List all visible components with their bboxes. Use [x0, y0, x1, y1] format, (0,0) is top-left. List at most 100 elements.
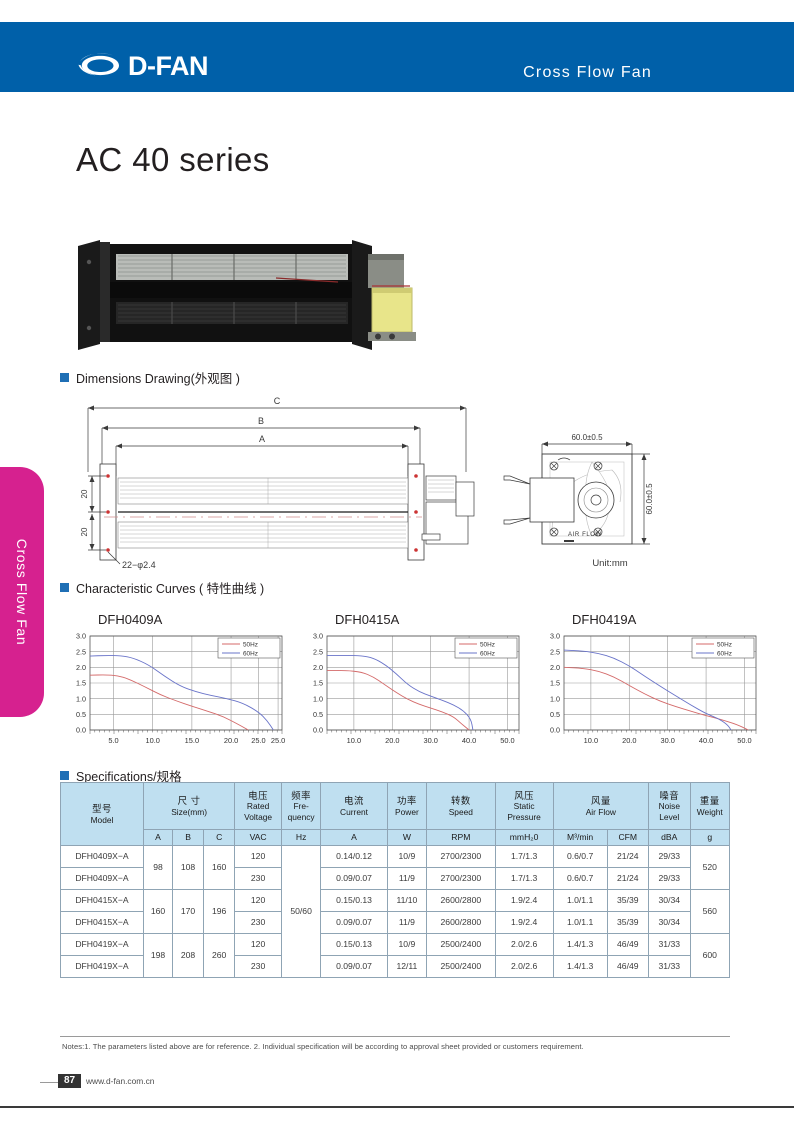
- svg-text:50.0: 50.0: [500, 736, 514, 745]
- svg-text:20.0: 20.0: [622, 736, 636, 745]
- cell-power: 12/11: [386, 955, 428, 978]
- th-power: 功率 Power: [386, 782, 428, 830]
- cell-power: 11/10: [386, 889, 428, 912]
- cell-speed: 2700/2300: [426, 845, 496, 868]
- notes-divider: [60, 1036, 730, 1037]
- th-unit-c: C: [203, 829, 236, 846]
- cell-power: 11/9: [386, 867, 428, 890]
- cell-air-flow-cfm: 35/39: [606, 889, 650, 912]
- table-row: DFH0419X−A 230 0.09/0.07 12/11 2500/2400 2.0/…: [60, 955, 730, 978]
- cell-static-pressure: 1.9/2.4: [494, 911, 554, 934]
- svg-text:5.0: 5.0: [108, 736, 118, 745]
- cell-power: 11/9: [386, 911, 428, 934]
- section-heading-label: Specifications/规格: [76, 770, 182, 784]
- svg-text:2.0: 2.0: [76, 663, 86, 672]
- svg-text:50Hz: 50Hz: [243, 641, 258, 648]
- svg-text:30.0: 30.0: [423, 736, 437, 745]
- section-heading-label: Characteristic Curves ( 特性曲线 ): [76, 582, 265, 596]
- cell-air-flow-cfm: 46/49: [606, 933, 650, 956]
- cell-current: 0.15/0.13: [320, 933, 388, 956]
- cell-air-flow-cfm: 21/24: [606, 867, 650, 890]
- cell-model: DFH0419X−A: [60, 933, 144, 956]
- svg-text:40.0: 40.0: [462, 736, 476, 745]
- cell-power: 10/9: [386, 845, 428, 868]
- th-unit-power: W: [386, 829, 428, 846]
- svg-text:1.0: 1.0: [550, 694, 560, 703]
- cell-current: 0.09/0.07: [320, 867, 388, 890]
- section-heading-dimensions: Dimensions Drawing(外观图 ): [60, 368, 240, 387]
- chart-title: DFH0409A: [98, 612, 163, 627]
- cell-size-c: 196: [203, 889, 236, 934]
- th-size: 尺 寸 Size(mm): [142, 782, 236, 830]
- chart-title: DFH0415A: [335, 612, 400, 627]
- th-unit-air-flow-m3: M³/min: [552, 829, 608, 846]
- th-model: 型号 Model: [60, 782, 144, 846]
- svg-text:1.0: 1.0: [313, 694, 323, 703]
- cell-air-flow-m3: 1.4/1.3: [552, 955, 608, 978]
- series-50Hz: [89, 674, 249, 731]
- th-current: 电流 Current: [320, 782, 388, 830]
- svg-text:60Hz: 60Hz: [717, 650, 732, 657]
- cell-weight: 600: [689, 933, 731, 978]
- cell-air-flow-m3: 1.0/1.1: [552, 911, 608, 934]
- table-row: DFH0409X−A 230 0.09/0.07 11/9 2700/2300 1.7/1…: [60, 867, 730, 890]
- cell-size-b: 170: [171, 889, 205, 934]
- section-bullet-icon: [60, 373, 69, 382]
- cell-speed: 2700/2300: [426, 867, 496, 890]
- svg-text:50Hz: 50Hz: [717, 641, 732, 648]
- dim-label-a: A: [259, 434, 265, 444]
- svg-text:0.5: 0.5: [313, 710, 323, 719]
- website-url[interactable]: www.d-fan.com.cn: [86, 1076, 155, 1086]
- cell-size-b: 208: [171, 933, 205, 978]
- svg-text:0.0: 0.0: [313, 726, 323, 735]
- cell-model: DFH0409X−A: [60, 867, 144, 890]
- svg-text:50.0: 50.0: [737, 736, 751, 745]
- svg-text:10.0: 10.0: [145, 736, 159, 745]
- section-bullet-icon: [60, 583, 69, 592]
- svg-text:60Hz: 60Hz: [243, 650, 258, 657]
- cell-current: 0.09/0.07: [320, 911, 388, 934]
- th-unit-static-pressure: mmH₂0: [494, 829, 554, 846]
- th-frequency: 频率 Fre- quency: [280, 782, 322, 830]
- svg-text:60Hz: 60Hz: [480, 650, 495, 657]
- table-row: DFH0419X−A 198 208 260 120 0.15/0.13 10/9 2500/…: [60, 933, 731, 978]
- th-unit-noise: dBA: [648, 829, 691, 846]
- chart-dfh0415a: DFH0415A 0.0 0.5 1.0 1.5 2.0 2.5 3.0 10.0 20.0 30…: [297, 612, 527, 760]
- cell-noise: 29/33: [648, 867, 691, 890]
- table-header-row-units: A B C VAC Hz A W RPM mmH₂0 M³/min CFM dB…: [61, 829, 731, 846]
- characteristic-charts: DFH0409A 0.0 0.5 1.0 1.5 2.0 2.5 3.0 5.0 10.0 15.…: [60, 612, 760, 760]
- th-unit-speed: RPM: [426, 829, 496, 846]
- th-unit-weight: g: [689, 829, 731, 846]
- th-unit-current: A: [320, 829, 388, 846]
- cell-current: 0.14/0.12: [320, 845, 388, 868]
- series-60Hz: [89, 655, 274, 731]
- dim-label-b: B: [258, 416, 264, 426]
- th-static-pressure: 风压 Static Pressure: [494, 782, 554, 830]
- svg-text:1.5: 1.5: [313, 679, 323, 688]
- cell-air-flow-m3: 1.4/1.3: [552, 933, 608, 956]
- th-weight: 重量 Weight: [689, 782, 731, 830]
- brand-name: D-FAN: [128, 50, 209, 81]
- cell-voltage: 120: [234, 889, 282, 912]
- th-unit-frequency: Hz: [280, 829, 322, 846]
- th-unit-voltage: VAC: [234, 829, 282, 846]
- th-unit-air-flow-cfm: CFM: [606, 829, 650, 846]
- th-speed: 转数 Speed: [426, 782, 496, 830]
- svg-text:10.0: 10.0: [584, 736, 598, 745]
- cell-noise: 31/33: [648, 955, 691, 978]
- dim-label-20-bottom: 20: [80, 527, 89, 536]
- svg-text:50Hz: 50Hz: [480, 641, 495, 648]
- cell-voltage: 120: [234, 845, 282, 868]
- cell-air-flow-cfm: 46/49: [606, 955, 650, 978]
- series-50Hz: [563, 666, 749, 731]
- svg-text:40.0: 40.0: [699, 736, 713, 745]
- svg-text:2.5: 2.5: [76, 647, 86, 656]
- section-heading-label: Dimensions Drawing(外观图 ): [76, 372, 240, 386]
- th-voltage: 电压 Rated Voltage: [234, 782, 282, 830]
- svg-text:0.5: 0.5: [550, 710, 560, 719]
- table-header-row-main: 型号 Model 尺 寸 Size(mm) 电压 Rated Voltage 频…: [60, 782, 731, 846]
- svg-text:1.5: 1.5: [76, 679, 86, 688]
- cell-speed: 2600/2800: [426, 889, 496, 912]
- cell-static-pressure: 1.7/1.3: [494, 867, 554, 890]
- chart-title: DFH0419A: [572, 612, 637, 627]
